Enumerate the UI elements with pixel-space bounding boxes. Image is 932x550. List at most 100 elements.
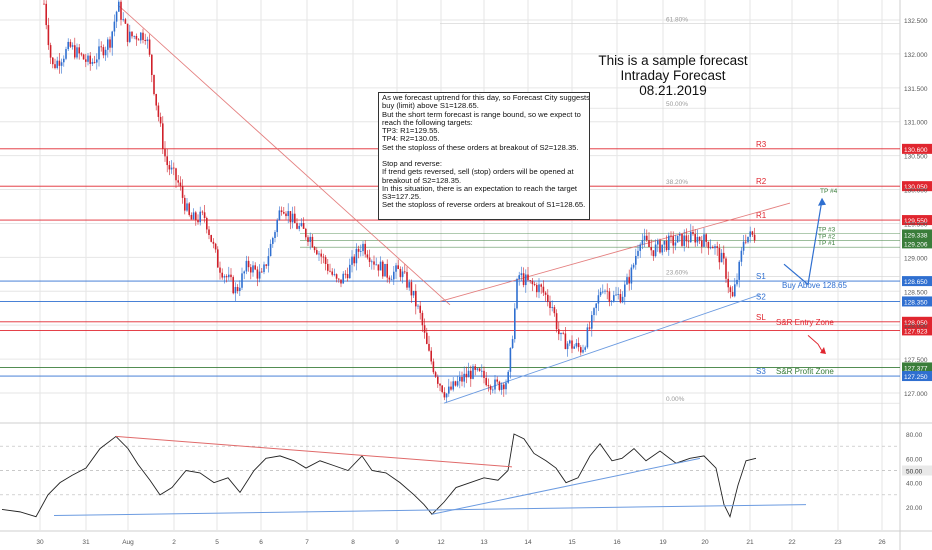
candle-body (203, 212, 206, 218)
candle-body (676, 235, 679, 243)
candle-body (120, 1, 122, 20)
candle-body (588, 327, 591, 329)
candle-body (657, 240, 659, 245)
price-axis[interactable]: 130.600 130.050 129.550 128.650 128.350 128.0… (902, 18, 932, 512)
candle-body (428, 343, 430, 351)
candle-body (276, 219, 278, 233)
forecast-note: As we forecast uptrend for this day, so … (378, 92, 590, 220)
candle-body (69, 41, 72, 47)
candle-body (340, 279, 342, 284)
candle-body (78, 47, 80, 54)
candle-body (639, 244, 641, 251)
candle-body (322, 256, 325, 258)
price-tick-label: 127.000 (904, 391, 928, 398)
price-tick-label: 130.000 (904, 188, 928, 195)
fib-label: 23.60% (666, 269, 688, 276)
candle-body (395, 265, 397, 272)
candle-body (661, 244, 663, 253)
candle-body (280, 210, 283, 213)
price-tick-label: 127.500 (904, 357, 928, 364)
candle-body (96, 59, 98, 63)
candle-body (91, 61, 94, 64)
candle-body (709, 247, 712, 249)
candle-body (599, 291, 602, 296)
rising-resistance-line (439, 202, 791, 302)
level-label: TP #3 (818, 227, 836, 234)
time-axis[interactable]: 30 31 Aug 2 5 6 7 8 9 12 13 14 15 16 19 20 21 22 23 26 (36, 539, 886, 546)
candle-body (177, 180, 179, 183)
candle-body (553, 307, 556, 314)
time-tick-label: 20 (701, 539, 709, 546)
candle-body (423, 325, 426, 333)
candle-body (63, 58, 65, 63)
time-tick-label: 22 (788, 539, 796, 546)
candle-body (714, 246, 716, 249)
candle-body (472, 366, 474, 379)
note-line: reach the following targets: (382, 117, 473, 127)
candle-body (630, 267, 633, 284)
level-label: S2 (756, 292, 766, 301)
candle-body (54, 64, 56, 69)
candle-body (705, 234, 707, 242)
time-tick-label: 21 (746, 539, 754, 546)
chart-title: This is a sample forecast (598, 53, 748, 68)
current-price-label: 129.338 (904, 232, 928, 239)
candle-body (694, 234, 696, 243)
candle-body (60, 62, 63, 66)
time-tick-label: 5 (215, 539, 219, 546)
candle-body (294, 213, 296, 224)
note-line: breakout of S2=128.35. (382, 175, 462, 185)
candle-body (175, 168, 177, 181)
chart-subtitle: Intraday Forecast (620, 68, 726, 83)
candle-body (672, 236, 674, 246)
candle-body (230, 274, 232, 278)
osc-support-line (431, 457, 701, 515)
time-tick-label: 15 (568, 539, 576, 546)
candle-body (43, 3, 45, 5)
candle-body (555, 313, 558, 330)
candle-body (577, 343, 580, 348)
time-tick-label: 12 (437, 539, 445, 546)
candle-body (184, 197, 186, 211)
candle-body (56, 60, 58, 69)
candle-body (740, 250, 743, 262)
candle-body (118, 1, 120, 12)
candle-body (582, 349, 584, 353)
candle-body (459, 376, 461, 382)
candle-body (208, 229, 210, 236)
candle-body (285, 213, 287, 217)
candle-body (738, 261, 740, 280)
candle-body (269, 243, 272, 257)
candle-body (320, 253, 322, 257)
candle-body (201, 211, 204, 213)
candle-body (144, 39, 146, 42)
osc-support-line (53, 504, 807, 517)
candle-body (707, 241, 710, 249)
fib-label: 61.80% (666, 16, 688, 23)
candle-body (272, 237, 274, 244)
candle-body (309, 236, 311, 242)
note-line: But the short term forecast is range bou… (382, 109, 581, 119)
candle-body (509, 347, 512, 372)
candle-body (313, 247, 316, 251)
time-tick-label: 9 (395, 539, 399, 546)
candle-body (353, 256, 355, 264)
candle-body (327, 263, 329, 271)
candle-body (289, 211, 292, 223)
candle-body (498, 381, 501, 390)
falling-trend-line (117, 4, 451, 306)
candle-body (199, 211, 201, 223)
candle-body (712, 247, 714, 249)
candle-body (571, 340, 573, 349)
candle-body (439, 383, 441, 386)
candle-body (247, 260, 250, 268)
candle-body (406, 272, 408, 288)
candle-body (624, 284, 626, 297)
candle-body (159, 116, 162, 124)
candle-body (351, 256, 353, 265)
candle-body (186, 203, 188, 211)
candle-body (267, 256, 270, 266)
price-tag-label: 127.377 (904, 365, 928, 372)
note-line: In this situation, there is an expectati… (382, 183, 578, 193)
